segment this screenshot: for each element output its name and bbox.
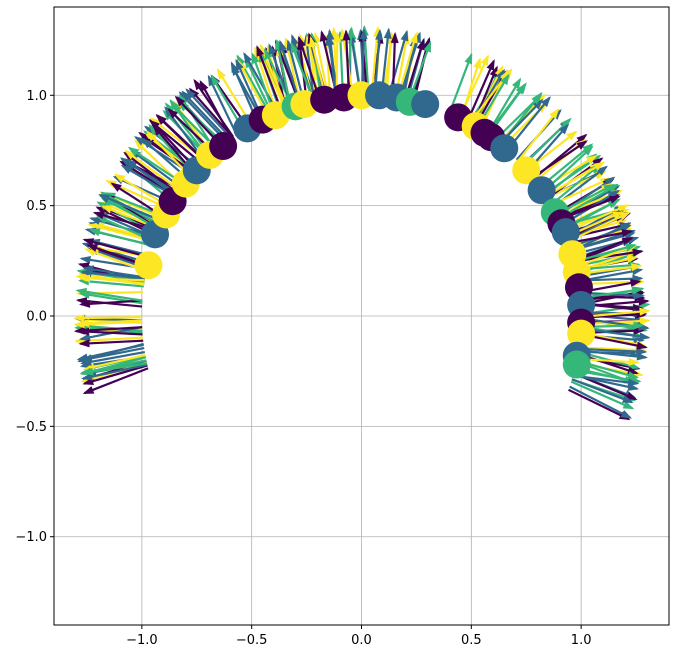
x-tick-label: 0.0 (351, 633, 372, 648)
y-tick-label: 0.0 (26, 310, 47, 325)
point-0 (134, 251, 162, 279)
point-24 (490, 134, 518, 162)
x-tick-label: −1.0 (126, 633, 158, 648)
point-7 (209, 132, 237, 160)
x-tick-label: 1.0 (571, 633, 592, 648)
x-tick-label: −0.5 (236, 633, 268, 648)
y-tick-label: −1.0 (15, 530, 47, 545)
point-19 (411, 90, 439, 118)
y-tick-label: −0.5 (15, 420, 47, 435)
y-tick-label: 0.5 (26, 199, 47, 214)
point-37 (563, 351, 591, 379)
x-tick-label: 0.5 (461, 633, 482, 648)
y-tick-label: 1.0 (26, 89, 47, 104)
